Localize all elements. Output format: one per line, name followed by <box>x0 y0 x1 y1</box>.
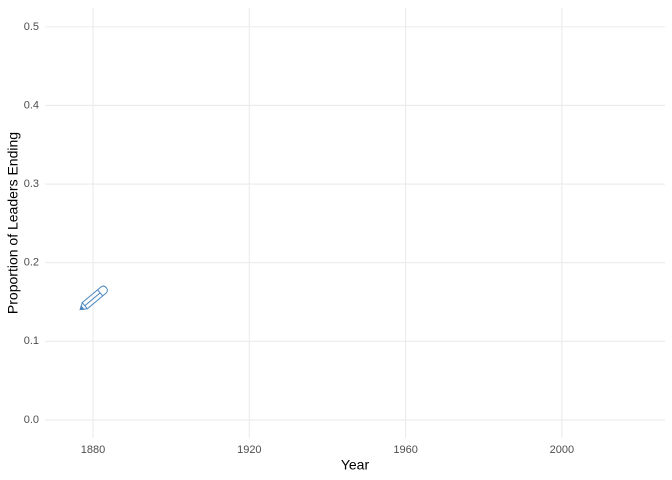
x-tick-label: 1920 <box>237 444 261 456</box>
x-tick-label: 1960 <box>393 444 417 456</box>
pencil-line <box>97 289 104 297</box>
pencil-line <box>84 292 101 307</box>
pencil-body <box>79 285 108 311</box>
y-tick-label: 0.2 <box>24 257 39 269</box>
x-axis-title: Year <box>341 457 370 473</box>
y-tick-label: 0.1 <box>24 335 39 347</box>
pencil-icon <box>79 285 108 311</box>
y-tick-label: 0.5 <box>24 21 39 33</box>
pencil-tip <box>79 305 85 311</box>
y-tick-label: 0.3 <box>24 178 39 190</box>
x-tick-label: 1880 <box>81 444 105 456</box>
y-tick-label: 0.4 <box>24 99 39 111</box>
x-tick-label: 2000 <box>550 444 574 456</box>
y-tick-label: 0.0 <box>24 414 39 426</box>
y-axis-title: Proportion of Leaders Ending <box>5 132 21 314</box>
grid-layer <box>45 8 665 438</box>
